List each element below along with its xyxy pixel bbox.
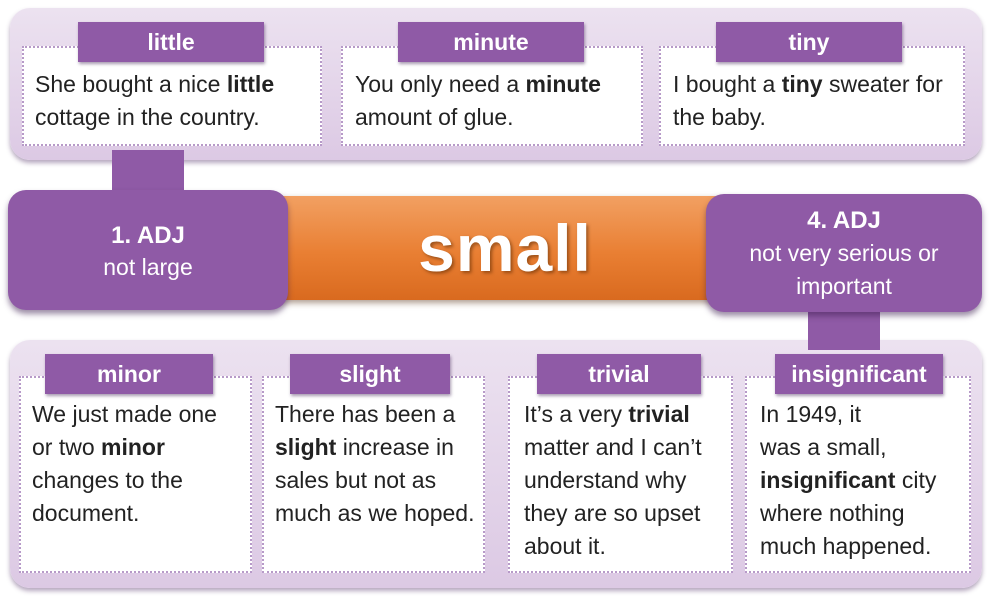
synonym-card-tiny xyxy=(659,46,965,146)
sense-1-definition: not large xyxy=(103,254,193,280)
example-little: She bought a nice little cottage in the … xyxy=(35,68,274,134)
example-line: they are so upset xyxy=(524,500,701,526)
synonym-card-little xyxy=(22,46,322,146)
example-line: We just made one xyxy=(32,401,217,427)
sense-4-definition-line2: important xyxy=(796,273,892,299)
example-line: It’s a very trivial xyxy=(524,401,690,427)
example-line: matter and I can’t xyxy=(524,434,702,460)
example-line: changes to the xyxy=(32,467,183,493)
sense-4-box: 4. ADJ not very serious or important xyxy=(706,194,982,312)
example-minor: We just made one or two minor changes to… xyxy=(32,398,217,530)
synonym-tag-insignificant: insignificant xyxy=(775,354,943,394)
example-insignificant: In 1949, it was a small, insignificant c… xyxy=(760,398,936,563)
example-trivial: It’s a very trivial matter and I can’t u… xyxy=(524,398,702,563)
example-line: She bought a nice little xyxy=(35,71,275,97)
synonym-tag-minor: minor xyxy=(45,354,213,394)
example-line: much as we hoped. xyxy=(275,500,475,526)
synonym-tag-little: little xyxy=(78,22,264,62)
example-line: understand why xyxy=(524,467,687,493)
sense-4-definition-line1: not very serious or xyxy=(749,240,939,266)
example-line: You only need a minute xyxy=(355,71,601,97)
synonym-tag-tiny: tiny xyxy=(716,22,902,62)
example-line: where nothing xyxy=(760,500,905,526)
synonym-card-minor xyxy=(19,376,252,573)
example-line: There has been a xyxy=(275,401,456,427)
example-minute: You only need a minute amount of glue. xyxy=(355,68,601,134)
example-line: cottage in the country. xyxy=(35,104,260,130)
example-tiny: I bought a tiny sweater for the baby. xyxy=(673,68,943,134)
example-line: amount of glue. xyxy=(355,104,514,130)
example-line: about it. xyxy=(524,533,606,559)
example-line: was a small, xyxy=(760,434,887,460)
synonym-card-trivial xyxy=(508,376,733,573)
example-line: much happened. xyxy=(760,533,932,559)
headword: small xyxy=(418,211,592,285)
sense-4-number: 4. ADJ xyxy=(807,207,881,234)
example-line: In 1949, it xyxy=(760,401,862,427)
sense-1-box: 1. ADJ not large xyxy=(8,190,288,310)
example-line: insignificant city xyxy=(760,467,937,493)
synonym-tag-minute: minute xyxy=(398,22,584,62)
example-line: slight increase in xyxy=(275,434,454,460)
sense-1-number: 1. ADJ xyxy=(111,222,185,249)
synonym-tag-slight: slight xyxy=(290,354,450,394)
synonym-tag-trivial: trivial xyxy=(537,354,701,394)
headword-bar: small xyxy=(270,196,740,300)
example-slight: There has been a slight increase in sale… xyxy=(275,398,474,530)
synonym-card-slight xyxy=(262,376,485,573)
example-line: sales but not as xyxy=(275,467,437,493)
example-line: I bought a tiny sweater for xyxy=(673,71,943,97)
example-line: or two minor xyxy=(32,434,165,460)
example-line: the baby. xyxy=(673,104,766,130)
example-line: document. xyxy=(32,500,140,526)
